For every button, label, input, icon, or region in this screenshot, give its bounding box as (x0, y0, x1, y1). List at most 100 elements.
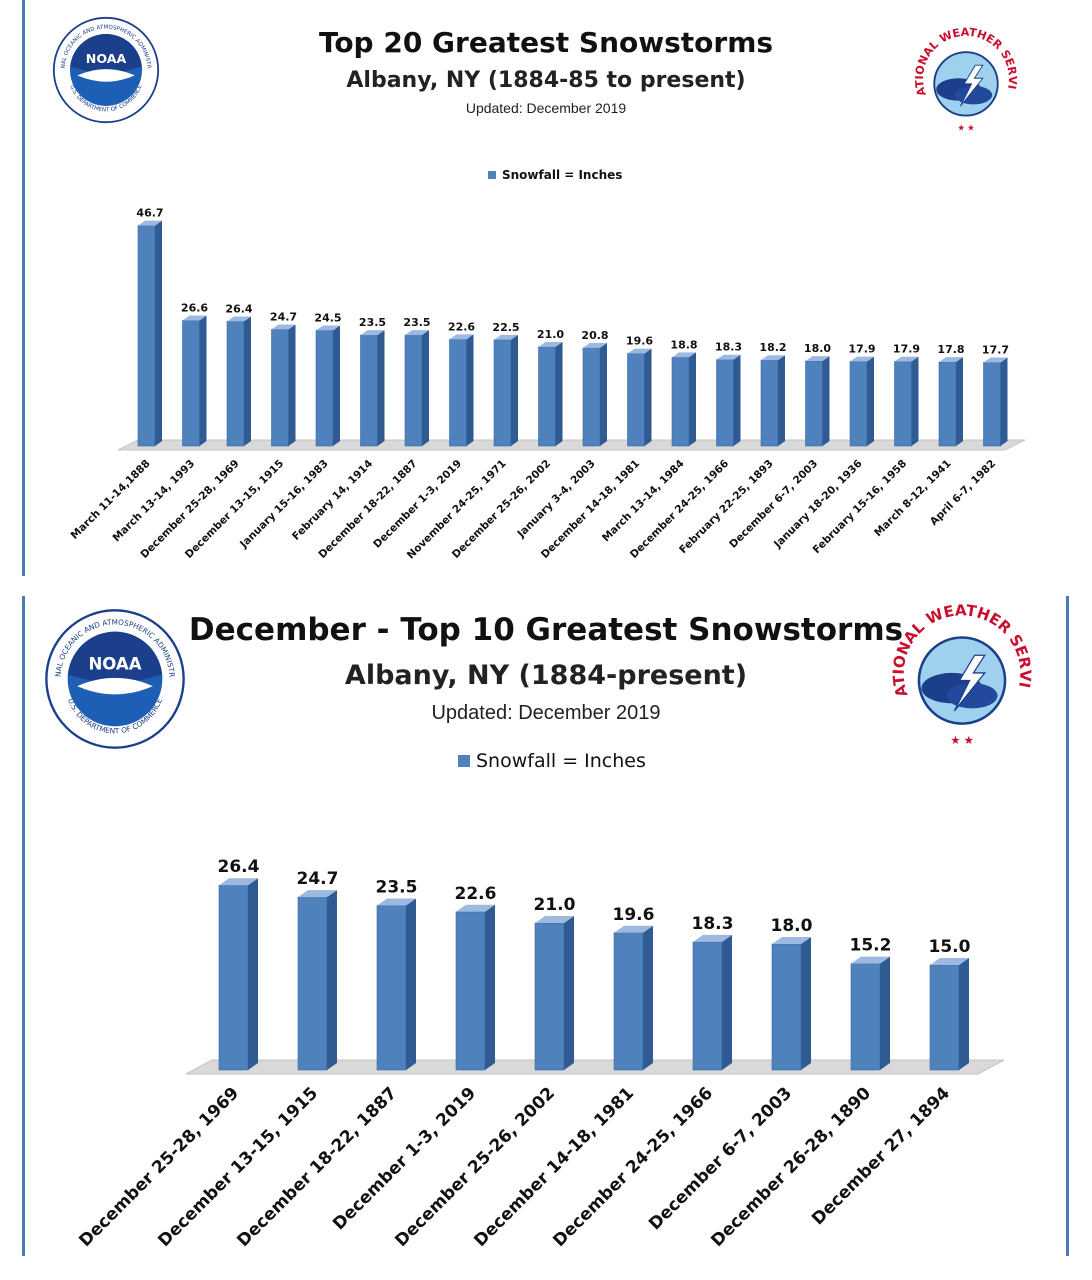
panel-border-left (22, 0, 25, 576)
bar-value-label: 18.0 (771, 916, 813, 936)
bar-value-label: 18.8 (670, 338, 697, 351)
bar (226, 316, 251, 447)
x-axis-tick-label: March 8-12, 1941 (872, 458, 953, 539)
chart-title: Top 20 Greatest Snowstorms (318, 26, 774, 59)
bar (716, 354, 741, 447)
svg-text:★ ★: ★ ★ (950, 735, 974, 747)
bar-value-label: 22.6 (455, 884, 497, 904)
bar-value-label: 26.4 (218, 857, 260, 877)
chart-title: December - Top 10 Greatest Snowstorms (188, 612, 904, 648)
chart-legend: Snowfall = Inches (458, 750, 646, 772)
bar (582, 342, 607, 447)
bar-value-label: 18.3 (692, 914, 734, 934)
x-axis-tick-label: December 24-25, 1966 (549, 1083, 717, 1251)
bar-value-label: 23.5 (403, 316, 430, 329)
chart-legend: Snowfall = Inches (488, 168, 622, 182)
x-axis-tick-label: December 27, 1894 (808, 1083, 954, 1229)
bar (850, 956, 890, 1071)
top20-bar-chart: 46.7 March 11-14,1888 26.6 March 13-14, 199… (69, 207, 1026, 561)
x-axis-tick-label: December 6-7, 2003 (727, 458, 820, 551)
legend-label: Snowfall = Inches (502, 168, 623, 182)
bar-value-label: 21.0 (537, 328, 564, 341)
bar (771, 937, 811, 1071)
x-axis-tick-label: March 11-14,1888 (69, 458, 153, 542)
noaa-logo-text: NOAA (88, 655, 141, 674)
bar (182, 315, 207, 447)
bar (938, 357, 963, 447)
x-axis-tick-label: December 6-7, 2003 (645, 1083, 796, 1234)
bar-value-label: 17.8 (937, 343, 964, 356)
noaa-logo: NATIONAL OCEANIC AND ATMOSPHERIC ADMINIS… (52, 16, 160, 124)
bar (929, 958, 969, 1071)
x-axis-tick-label: December 26-28, 1890 (707, 1083, 875, 1251)
bar (137, 220, 162, 447)
x-axis-tick-label: December 14-18, 1981 (470, 1083, 638, 1251)
legend-swatch (458, 755, 470, 767)
bar (315, 325, 340, 447)
bar-value-label: 26.4 (225, 302, 252, 315)
x-axis-tick-label: March 13-14, 1993 (110, 458, 197, 545)
bar (218, 878, 258, 1071)
bar-value-label: 46.7 (136, 207, 163, 220)
bar (613, 925, 653, 1071)
bar (849, 356, 874, 447)
bar-value-label: 18.0 (804, 342, 831, 355)
bar (805, 356, 830, 447)
bar (692, 934, 732, 1071)
chart-floor (117, 439, 1026, 451)
noaa-logo-text: NOAA (86, 51, 127, 66)
x-axis-tick-label: December 25-28, 1969 (75, 1083, 243, 1251)
legend-swatch (488, 171, 496, 179)
bar (894, 356, 919, 447)
updated-text: Updated: December 2019 (465, 100, 627, 116)
bar-value-label: 18.3 (715, 341, 742, 354)
bar (493, 334, 518, 447)
bar-value-label: 19.6 (613, 905, 655, 925)
bar-value-label: 22.5 (492, 321, 519, 334)
x-axis-tick-label: March 13-14, 1984 (600, 458, 687, 545)
bar-value-label: 26.6 (181, 302, 208, 315)
bar (449, 334, 474, 447)
bar (404, 330, 429, 447)
bar-value-label: 23.5 (359, 316, 386, 329)
bar-value-label: 18.2 (759, 341, 786, 354)
december-top10-chart-panel: NATIONAL OCEANIC AND ATMOSPHERIC ADMINIS… (0, 590, 1092, 1280)
x-axis-tick-label: December 13-15, 1915 (154, 1083, 322, 1251)
updated-text: Updated: December 2019 (431, 702, 661, 724)
bar (376, 898, 416, 1071)
nws-logo: NATIONAL WEATHER SERVICE ★ ★ (886, 602, 1036, 752)
legend-label: Snowfall = Inches (476, 750, 646, 772)
december-top10-bar-chart: 26.4 December 25-28, 1969 24.7 December 13-… (75, 857, 1005, 1251)
bar-value-label: 19.6 (626, 335, 653, 348)
bar-value-label: 15.0 (929, 937, 971, 957)
x-axis-tick-label: December 1-3, 2019 (371, 458, 464, 551)
bar-value-label: 15.2 (850, 936, 892, 956)
x-axis-tick-label: February 14, 1914 (290, 458, 375, 543)
bar (671, 352, 696, 447)
x-axis-tick-label: January 15-16, 1983 (237, 458, 330, 551)
bar (360, 330, 385, 447)
x-axis-tick-label: December 25-26, 2002 (391, 1083, 559, 1251)
noaa-logo: NATIONAL OCEANIC AND ATMOSPHERIC ADMINIS… (44, 608, 185, 749)
bar-value-label: 23.5 (376, 878, 418, 898)
bar (627, 348, 652, 447)
bar-value-label: 24.7 (270, 311, 297, 324)
bar (297, 890, 337, 1071)
nws-logo: NATIONAL WEATHER SERVICE ★ ★ (910, 26, 1021, 137)
bar (760, 355, 785, 447)
x-axis-tick-label: December 18-22, 1887 (233, 1083, 401, 1251)
bar-value-label: 20.8 (581, 329, 608, 342)
bar-value-label: 24.7 (297, 869, 339, 889)
chart-subtitle: Albany, NY (1884-85 to present) (346, 68, 746, 93)
bar-value-label: 17.9 (893, 343, 920, 356)
svg-text:★ ★: ★ ★ (957, 123, 974, 133)
x-axis-tick-label: January 18-20, 1936 (771, 458, 864, 551)
bar (538, 341, 563, 447)
bar (455, 904, 495, 1071)
bar (271, 324, 296, 447)
panel-border-right (1066, 596, 1069, 1256)
x-axis-tick-label: January 3-4, 2003 (515, 458, 598, 541)
bar-value-label: 17.9 (848, 343, 875, 356)
panel-border-left (22, 596, 25, 1256)
bar-value-label: 22.6 (448, 320, 475, 333)
